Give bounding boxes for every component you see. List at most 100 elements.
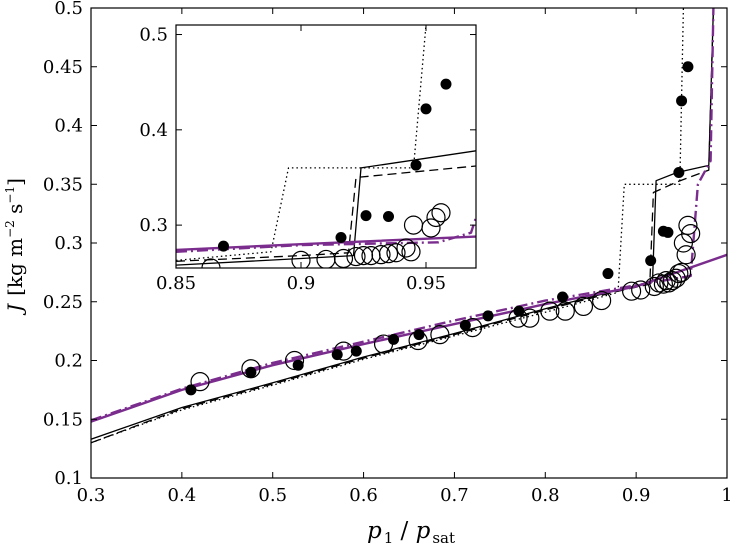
data-point-open: [401, 242, 421, 262]
data-point-filled: [602, 268, 614, 280]
data-point-filled: [335, 232, 347, 244]
data-point-open: [430, 325, 450, 345]
data-point-open: [520, 308, 540, 328]
data-point-open: [681, 224, 701, 244]
y-tick-label: 0.45: [43, 57, 83, 78]
data-point-open: [408, 330, 428, 351]
data-point-open: [669, 263, 689, 284]
y-tick-label: 0.4: [139, 120, 168, 141]
x-tick-label: 0.9: [622, 485, 651, 506]
data-point-open: [190, 372, 210, 392]
data-point-open: [373, 334, 394, 354]
series-line-dotted-black: [91, 8, 685, 444]
y-tick-label: 0.4: [54, 116, 83, 137]
data-point-open: [644, 276, 664, 297]
data-point-open: [386, 243, 406, 263]
data-point-open: [426, 207, 446, 228]
x-tick-label: 0.7: [440, 485, 469, 506]
data-point-open: [284, 350, 305, 371]
data-point-open: [396, 238, 416, 258]
series-line-dashed-black: [176, 165, 476, 262]
data-point-open: [241, 359, 261, 379]
x-tick-label: 0.85: [156, 273, 196, 294]
y-tick-label: 0.3: [54, 233, 83, 254]
data-point-open: [346, 246, 366, 267]
data-point-open: [540, 301, 560, 321]
series-line-solid-black: [176, 150, 476, 266]
data-point-filled: [482, 310, 494, 322]
data-point-open: [631, 280, 651, 300]
series-line-dashdot-purple: [91, 8, 715, 422]
data-point-open: [678, 215, 698, 235]
x-tick-label: 0.3: [77, 485, 106, 506]
data-point-filled: [410, 159, 422, 171]
data-point-open: [431, 203, 451, 223]
data-point-filled: [360, 210, 372, 222]
data-point-open: [201, 258, 221, 268]
series-line-dotted-black: [176, 25, 427, 262]
x-tick-label: 0.5: [258, 485, 287, 506]
data-point-open: [291, 250, 311, 268]
y-tick-label: 0.5: [139, 25, 168, 46]
data-point-open: [371, 245, 391, 265]
y-tick-label: 0.2: [54, 351, 83, 372]
x-tick-label: 1: [721, 485, 730, 506]
data-point-filled: [459, 319, 471, 331]
data-point-open: [555, 301, 575, 321]
data-point-filled: [245, 366, 257, 378]
data-point-filled: [218, 240, 229, 252]
data-point-filled: [662, 226, 674, 238]
x-tick-label: 0.8: [531, 485, 560, 506]
y-axis-label: J[kg m−2 s−1]: [3, 178, 27, 316]
data-point-open: [463, 318, 483, 338]
data-point-filled: [383, 211, 394, 223]
plot-background: [176, 25, 476, 268]
data-point-open: [378, 244, 399, 264]
data-point-filled: [676, 95, 688, 107]
data-point-filled: [645, 255, 657, 267]
y-tick-label: 0.5: [54, 0, 83, 19]
data-point-filled: [440, 78, 452, 90]
data-point-filled: [682, 61, 694, 73]
y-tick-label: 0.35: [43, 174, 83, 195]
plot-area: [91, 8, 727, 444]
y-tick-label: 0.15: [43, 409, 83, 430]
y-tick-label: 0.1: [54, 468, 83, 489]
data-point-open: [573, 296, 594, 317]
data-point-open: [333, 341, 354, 361]
main-plot: 0.3 0.4 0.5 0.6 0.7 0.8 0.9 10.10.150.20.250.30…: [43, 0, 730, 506]
data-point-filled: [673, 167, 685, 178]
data-point-open: [666, 268, 686, 288]
plot-area: [176, 25, 476, 268]
inset-plot: 0.85 0.9 0.95 0.3 0.4 0.5: [139, 24, 477, 294]
data-point-filled: [420, 103, 432, 115]
series-line-dashdot-purple: [176, 217, 476, 253]
x-tick-label: 0.95: [406, 273, 446, 294]
x-tick-label: 0.4: [168, 485, 197, 506]
data-point-filled: [388, 333, 400, 345]
data-point-filled: [413, 329, 425, 341]
data-point-open: [508, 308, 528, 328]
data-point-filled: [331, 349, 343, 361]
data-point-open: [621, 281, 642, 301]
data-point-filled: [292, 359, 304, 371]
series-line-solid-purple: [176, 235, 476, 252]
data-point-open: [671, 262, 692, 282]
data-point-open: [421, 218, 441, 238]
data-point-filled: [350, 345, 362, 357]
data-point-filled: [557, 291, 569, 303]
y-tick-label: 0.3: [139, 215, 168, 236]
data-point-filled: [185, 384, 197, 396]
x-tick-label: 0.6: [349, 485, 378, 506]
y-tick-label: 0.25: [43, 292, 83, 313]
data-point-open: [656, 271, 676, 291]
series-line-dashed-black: [91, 8, 715, 444]
data-point-open: [676, 245, 696, 265]
axes-frame: [175, 24, 477, 269]
series-line-solid-purple: [91, 253, 727, 423]
data-point-open: [592, 290, 612, 311]
x-tick-label: 0.9: [287, 273, 316, 294]
